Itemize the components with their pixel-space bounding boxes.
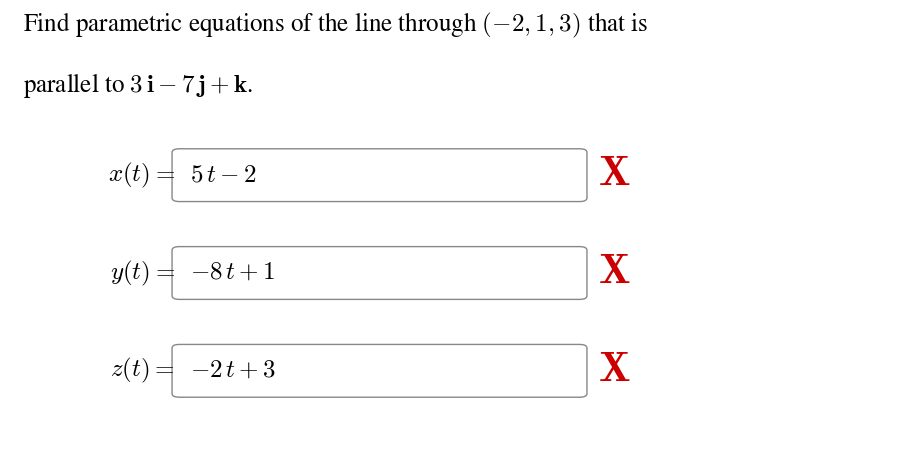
Text: $-2\,t + 3$: $-2\,t + 3$: [190, 359, 277, 383]
Text: $\mathbf{X}$: $\mathbf{X}$: [597, 157, 630, 194]
Text: $5\,t - 2$: $5\,t - 2$: [190, 163, 256, 187]
Text: $\mathbf{X}$: $\mathbf{X}$: [597, 352, 630, 389]
FancyBboxPatch shape: [172, 344, 586, 397]
FancyBboxPatch shape: [172, 247, 586, 299]
Text: $-8\,t + 1$: $-8\,t + 1$: [190, 261, 276, 285]
Text: Find parametric equations of the line through $(-2, 1, 3)$ that is: Find parametric equations of the line th…: [23, 11, 648, 40]
FancyBboxPatch shape: [172, 149, 586, 202]
Text: $z(t) =$: $z(t) =$: [110, 356, 175, 385]
Text: parallel to $3\,\mathbf{i} - 7\,\mathbf{j} + \mathbf{k}$.: parallel to $3\,\mathbf{i} - 7\,\mathbf{…: [23, 71, 253, 100]
Text: $\mathbf{X}$: $\mathbf{X}$: [597, 254, 630, 292]
Text: $y(t) =$: $y(t) =$: [109, 258, 175, 288]
Text: $x(t) =$: $x(t) =$: [108, 161, 175, 190]
